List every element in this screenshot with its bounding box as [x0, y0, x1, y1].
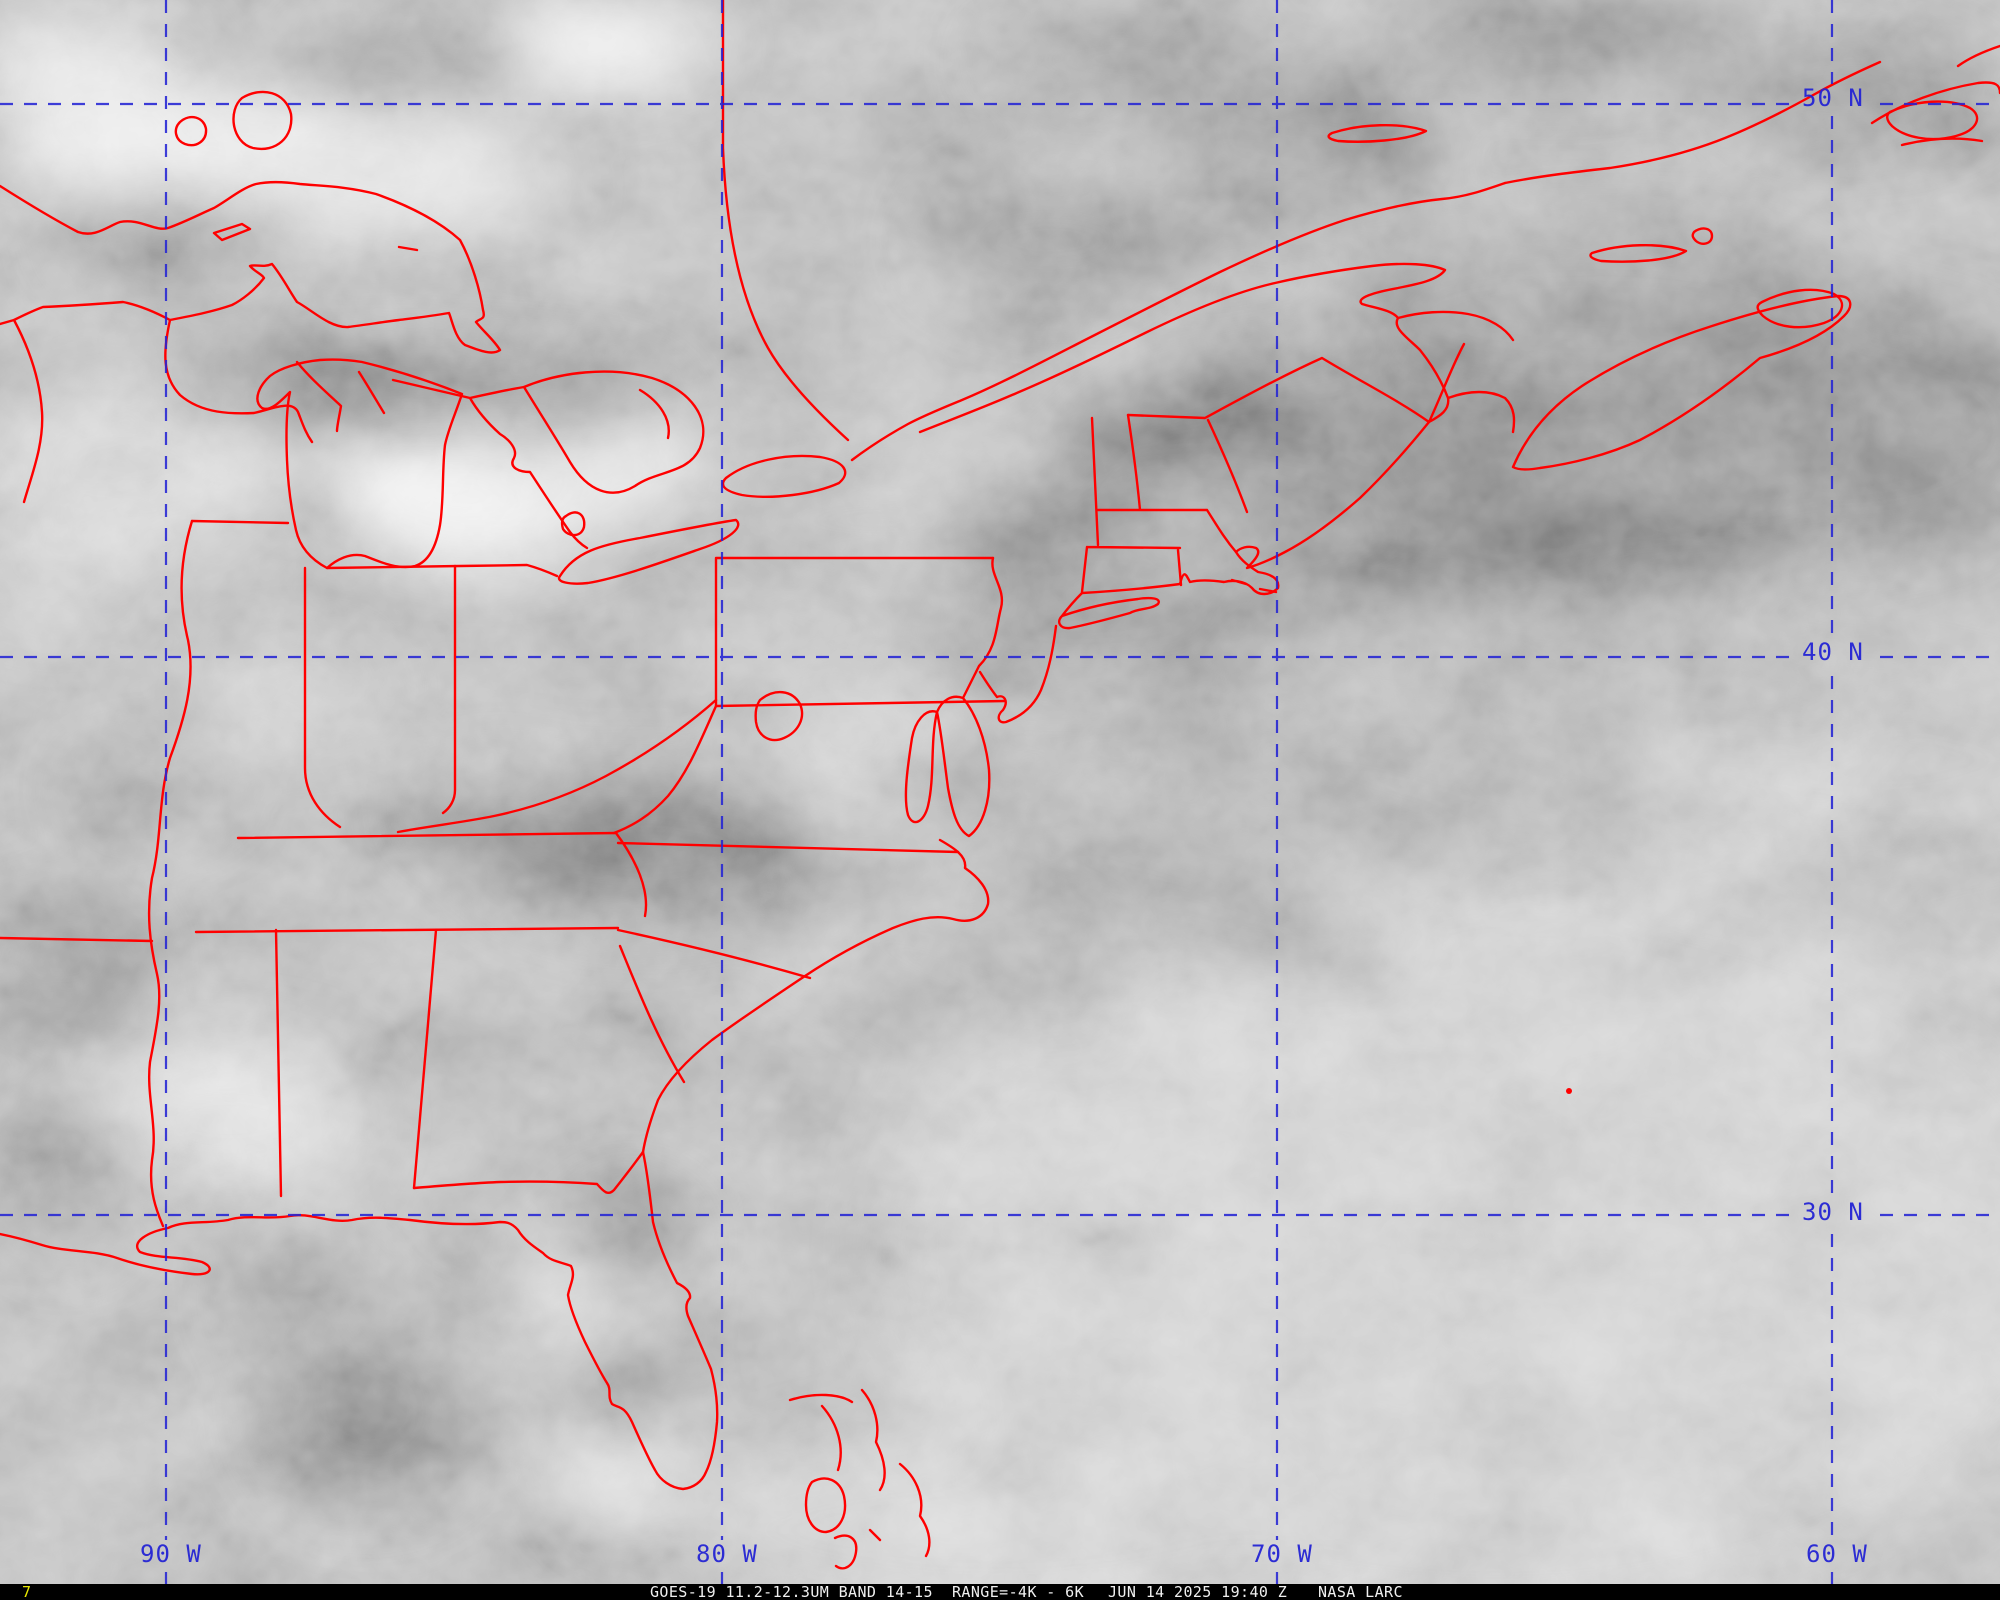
status-bar: 7 GOES-19 11.2-12.3UM BAND 14-15 RANGE=-… [0, 1584, 2000, 1600]
border-ga-fl [412, 1150, 645, 1195]
red-speck [1566, 1088, 1572, 1094]
border-lake-erie [557, 518, 740, 585]
border-southeast-coast [641, 838, 990, 1154]
timestamp-label: JUN 14 2025 19:40 Z [1108, 1583, 1288, 1600]
border-maine-nb [1427, 342, 1466, 424]
border-lake-superior [0, 180, 502, 354]
border-prince-edward-island [1589, 244, 1688, 263]
longitude-label-80w: 80 W [696, 1540, 758, 1568]
longitude-label-90w: 90 W [140, 1540, 202, 1568]
border-lake-michigan [256, 358, 464, 570]
border-newfoundland [1870, 44, 2000, 147]
border-bahamas [788, 1388, 931, 1570]
border-green-bay [295, 360, 386, 433]
frame-number: 7 [22, 1583, 32, 1600]
border-lake-huron [522, 370, 705, 494]
border-ny-pa-md [714, 556, 1007, 708]
border-al-ms [274, 928, 283, 1198]
border-wisconsin-illinois [190, 519, 290, 525]
border-ky-tn [194, 831, 620, 934]
border-indiana-ohio [441, 564, 457, 815]
border-magdalen-islands [1691, 227, 1714, 245]
border-michigan-mitten [391, 378, 589, 550]
border-ar-la [0, 936, 154, 943]
border-maine-north [1126, 356, 1431, 424]
border-st-lawrence-north [850, 181, 1507, 462]
latitude-label-30n: 30 N [1802, 1198, 1864, 1226]
credit-label: NASA LARC [1318, 1583, 1403, 1600]
border-cape-breton [1756, 288, 1844, 329]
border-florida-gulf-coast [0, 1150, 719, 1491]
border-lake-st-clair [560, 511, 586, 537]
border-st-lawrence-south [918, 262, 1515, 434]
border-west-virginia [754, 691, 804, 742]
border-isle-royale [212, 222, 419, 252]
border-long-island [1058, 591, 1160, 630]
border-nova-scotia [1511, 294, 1852, 471]
border-anticosti-island [1327, 124, 1428, 143]
border-new-brunswick [1395, 316, 1516, 434]
border-northeast-coast [1080, 420, 1431, 596]
longitude-label-70w: 70 W [1251, 1540, 1313, 1568]
product-label: GOES-19 11.2-12.3UM BAND 14-15 [650, 1583, 933, 1600]
border-chesapeake [904, 710, 939, 824]
longitude-label-60w: 60 W [1806, 1540, 1868, 1568]
range-label: RANGE=-4K - 6K [952, 1583, 1085, 1600]
border-ga-al [412, 928, 438, 1190]
latitude-label-50n: 50 N [1802, 84, 1864, 112]
border-new-england-lines [1080, 413, 1249, 594]
border-ohio-river [396, 698, 718, 835]
border-mississippi-river [147, 519, 194, 1228]
border-lake-nipigon [174, 90, 293, 151]
border-lake-ontario [721, 454, 847, 498]
border-quebec-north-shore [1503, 60, 1882, 185]
border-sc-ga [618, 944, 686, 1084]
border-illinois-indiana [303, 566, 342, 829]
border-nc-sc [616, 928, 812, 980]
border-new-jersey [961, 556, 1058, 724]
latitude-label-40n: 40 N [1802, 638, 1864, 666]
border-upper-peninsula [164, 318, 314, 444]
border-ontario-quebec [721, 0, 850, 442]
border-michigan-south [325, 563, 559, 578]
border-wisconsin-west [12, 318, 44, 504]
border-va-nc [614, 831, 960, 918]
